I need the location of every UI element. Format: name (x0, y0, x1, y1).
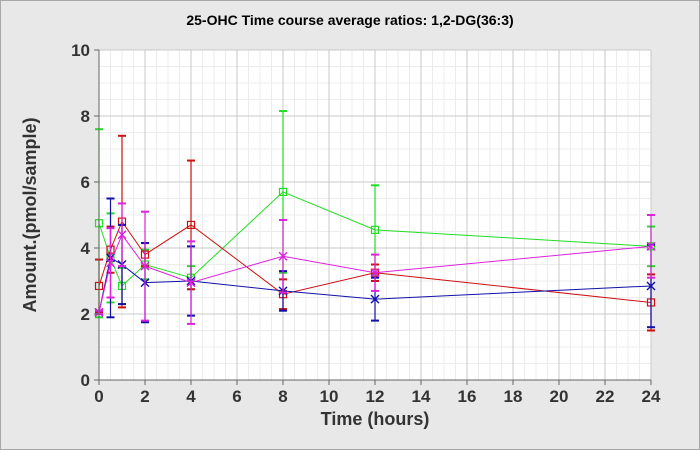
data-point-blue (646, 281, 656, 291)
series-magenta (94, 202, 656, 325)
marker-stroke (370, 268, 380, 278)
x-tick-label: 12 (366, 387, 385, 406)
x-tick-label: 18 (504, 387, 523, 406)
data-point-magenta (646, 241, 656, 251)
series-line-green (98, 191, 652, 287)
marker-stroke (140, 261, 150, 271)
x-axis-label: Time (hours) (321, 409, 430, 429)
x-tick-label: 24 (642, 387, 661, 406)
data-point-green (278, 187, 288, 196)
series-layer (94, 110, 656, 332)
series-line-magenta (98, 233, 652, 313)
data-point-blue (370, 294, 380, 304)
marker-stroke (278, 251, 288, 261)
data-point-magenta (186, 278, 196, 288)
x-tick-label: 2 (140, 387, 149, 406)
marker-stroke (646, 281, 656, 291)
marker-stroke (106, 258, 115, 268)
x-tick-label: 22 (596, 387, 615, 406)
data-point-magenta (106, 258, 115, 268)
y-tick-label: 8 (81, 107, 90, 126)
y-tick-label: 10 (71, 41, 90, 60)
x-tick-label: 14 (412, 387, 431, 406)
data-point-red (186, 220, 196, 229)
x-tick-label: 4 (186, 387, 196, 406)
data-point-magenta (370, 268, 380, 278)
x-tick-label: 6 (232, 387, 241, 406)
y-tick-label: 0 (81, 371, 90, 390)
y-axis-label: Amount.(pmol/sample) (20, 117, 40, 312)
marker-stroke (646, 241, 656, 251)
chart-title: 25-OHC Time course average ratios: 1,2-D… (186, 12, 513, 28)
marker-stroke (186, 278, 196, 288)
series-line-red (98, 220, 652, 303)
marker-stroke (370, 294, 380, 304)
x-tick-label: 20 (550, 387, 569, 406)
y-tick-label: 6 (81, 173, 90, 192)
y-tick-label: 2 (81, 305, 90, 324)
x-tick-label: 16 (458, 387, 477, 406)
data-point-green (370, 225, 380, 234)
data-point-magenta (278, 251, 288, 261)
data-point-magenta (117, 230, 127, 240)
y-tick-label: 4 (81, 239, 91, 258)
data-point-magenta (140, 261, 150, 271)
marker-stroke (117, 230, 127, 240)
x-tick-label: 8 (278, 387, 287, 406)
x-tick-label: 0 (94, 387, 103, 406)
x-tick-label: 10 (320, 387, 339, 406)
